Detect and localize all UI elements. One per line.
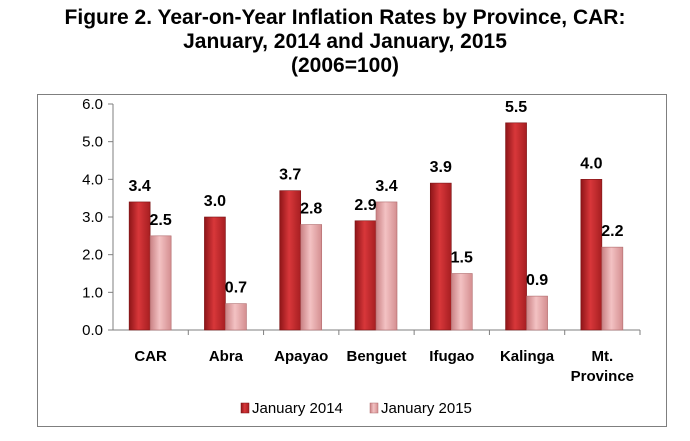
bar-jan-2015	[300, 224, 323, 331]
bar-jan-2014	[354, 220, 377, 331]
data-label: 2.9	[354, 197, 376, 214]
y-tick-label: 3.0	[82, 209, 103, 226]
y-tick-label: 6.0	[82, 96, 103, 113]
data-label: 1.5	[451, 250, 473, 267]
chart-title-line-2: January, 2014 and January, 2015	[183, 30, 507, 53]
bar-jan-2015	[450, 273, 473, 331]
bar-jan-2015	[149, 235, 172, 331]
chart-title-line-1: Figure 2. Year-on-Year Inflation Rates b…	[64, 6, 626, 29]
y-tick-label: 2.0	[82, 247, 103, 264]
y-tick-label: 4.0	[82, 171, 103, 188]
x-category-label: Mt.	[592, 348, 614, 365]
bar-jan-2015	[601, 246, 624, 331]
x-category-label: Apayao	[274, 348, 328, 365]
bar-jan-2015	[375, 201, 398, 331]
data-label: 4.0	[580, 155, 602, 172]
bar-jan-2014	[128, 201, 151, 331]
bar-jan-2014	[279, 190, 302, 331]
legend-label-jan-2014: January 2014	[252, 400, 343, 417]
data-label: 3.4	[129, 178, 151, 195]
y-tick-label: 5.0	[82, 134, 103, 151]
legend-label-jan-2015: January 2015	[381, 400, 472, 417]
data-label: 2.5	[150, 212, 172, 229]
x-category-label: Province	[571, 368, 634, 385]
bar-jan-2014	[429, 182, 452, 331]
x-category-label: Abra	[209, 348, 244, 365]
data-label: 2.2	[601, 223, 623, 240]
data-label: 3.9	[430, 159, 452, 176]
bar-jan-2015	[526, 295, 548, 331]
bar-jan-2014	[505, 122, 527, 331]
chart-title-line-3: (2006=100)	[290, 54, 399, 77]
bar-jan-2015	[225, 303, 247, 331]
chart-title: Figure 2. Year-on-Year Inflation Rates b…	[0, 6, 690, 78]
legend-swatch-jan-2014	[240, 402, 250, 414]
bar-jan-2014	[204, 216, 226, 331]
data-label: 3.7	[279, 167, 301, 184]
y-tick-label: 1.0	[82, 284, 103, 301]
data-label: 3.4	[375, 178, 397, 195]
data-label: 0.7	[225, 280, 247, 297]
data-label: 3.0	[204, 193, 226, 210]
x-category-label: CAR	[134, 348, 167, 365]
y-tick-label: 0.0	[82, 322, 103, 339]
x-category-label: Benguet	[347, 348, 407, 365]
data-label: 5.5	[505, 99, 527, 116]
x-category-label: Kalinga	[500, 348, 555, 365]
data-label: 2.8	[300, 201, 322, 218]
chart-area-border	[37, 94, 667, 427]
x-category-label: Ifugao	[429, 348, 474, 365]
legend-swatch-jan-2015	[369, 402, 379, 414]
bar-jan-2014	[580, 179, 603, 331]
data-label: 0.9	[526, 272, 548, 289]
